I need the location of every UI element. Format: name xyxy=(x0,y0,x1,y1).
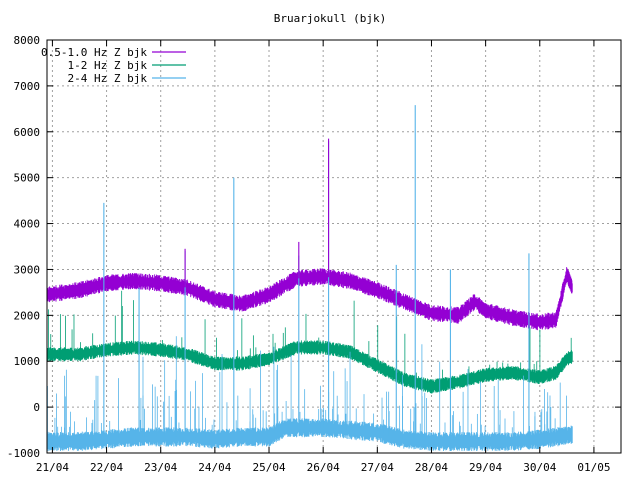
x-tick-label: 24/04 xyxy=(198,461,231,474)
spike-layer xyxy=(103,105,530,442)
x-tick-label: 21/04 xyxy=(36,461,69,474)
x-tick-label: 23/04 xyxy=(144,461,177,474)
x-tick-label: 27/04 xyxy=(361,461,394,474)
y-tick-label: 2000 xyxy=(14,309,41,322)
grid xyxy=(47,40,621,453)
series-line xyxy=(46,340,573,394)
y-tick-label: 3000 xyxy=(14,263,41,276)
y-tick-label: 7000 xyxy=(14,80,41,93)
y-tick-label: -1000 xyxy=(7,447,40,460)
x-tick-label: 25/04 xyxy=(252,461,285,474)
y-tick-label: 4000 xyxy=(14,218,41,231)
x-tick-label: 29/04 xyxy=(469,461,502,474)
x-tick-label: 30/04 xyxy=(523,461,556,474)
x-tick-label: 01/05 xyxy=(577,461,610,474)
x-tick-label: 26/04 xyxy=(307,461,340,474)
y-tick-label: 0 xyxy=(33,401,40,414)
y-tick-label: 1000 xyxy=(14,355,41,368)
series-layer xyxy=(46,267,573,452)
legend-label: 2-4 Hz Z bjk xyxy=(68,72,148,85)
y-tick-label: 6000 xyxy=(14,126,41,139)
plot-frame xyxy=(46,39,622,454)
legend-label: 1-2 Hz Z bjk xyxy=(68,59,148,72)
legend-label: 0.5-1.0 Hz Z bjk xyxy=(41,46,147,59)
y-tick-label: 5000 xyxy=(14,172,41,185)
y-tick-label: 8000 xyxy=(14,34,41,47)
x-axis: 21/04 22/04 23/04 24/04 25/04 26/04 27/04 28/04… xyxy=(36,40,610,474)
x-tick-label: 28/04 xyxy=(415,461,448,474)
series-line xyxy=(46,267,573,331)
chart-title: Bruarjokull (bjk) xyxy=(274,12,387,25)
x-tick-label: 22/04 xyxy=(90,461,123,474)
y-axis: -1000 0 1000 2000 3000 4000 5000 6000 7000 8000 xyxy=(7,34,621,460)
